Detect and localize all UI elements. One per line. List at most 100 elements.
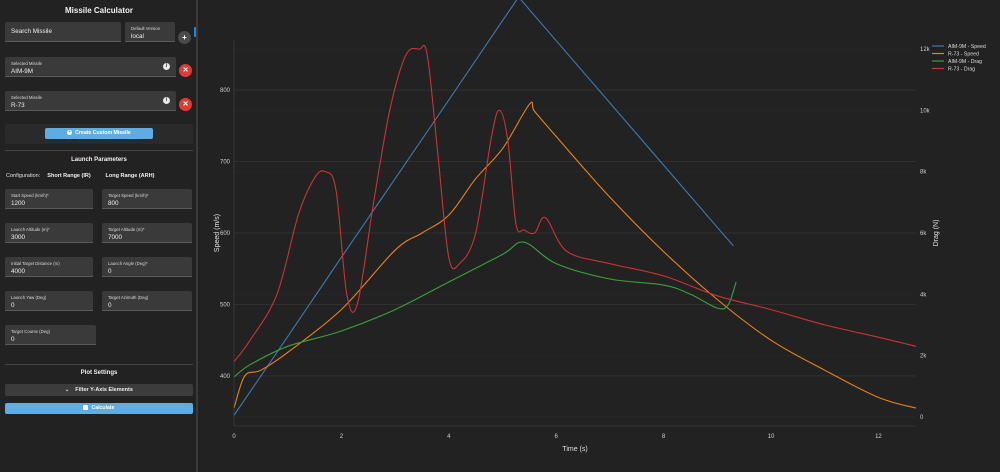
y2-tick-label: 12k	[920, 47, 931, 53]
series-line-r-73-drag	[233, 44, 917, 363]
y-axis-title: Speed (m/s)	[214, 214, 221, 252]
target-course-label: Target Course (Deg)	[11, 329, 50, 334]
axes: 400 500 600 700 800 0 2k 4k 6k 8k 10k 12k 0 2 4 6 8 10 12 T…	[214, 40, 940, 453]
initial-distance-label: Initial Target Distance (m)	[11, 261, 60, 266]
launch-angle-label: Launch Angle (Deg)*	[108, 261, 148, 266]
calculate-button[interactable]: Calculate	[5, 403, 193, 414]
create-custom-panel: + Create Custom Missile	[5, 124, 193, 144]
add-missile-button[interactable]: +	[178, 31, 191, 44]
launch-altitude-value: 3000	[11, 234, 26, 241]
divider	[5, 150, 193, 151]
y2-tick-label: 6k	[920, 231, 927, 237]
sidebar: Missile Calculator Search Missile Defaul…	[0, 0, 198, 472]
launch-yaw-value: 0	[11, 302, 15, 309]
speed-drag-chart[interactable]: 400 500 600 700 800 0 2k 4k 6k 8k 10k 12k 0 2 4 6 8 10 12 T…	[200, 0, 1000, 472]
remove-missile-1-button[interactable]: ✕	[179, 64, 192, 77]
target-altitude-label: Target Altitude (m)*	[108, 227, 145, 232]
launch-angle-field[interactable]: Launch Angle (Deg)* 0	[102, 257, 192, 277]
divider	[5, 364, 193, 365]
x-tick-label: 10	[768, 434, 775, 440]
x-tick-label: 4	[447, 434, 451, 440]
x-tick-label: 0	[232, 434, 236, 440]
series-line-aim-9m-speed	[233, 0, 734, 416]
remove-missile-2-button[interactable]: ✕	[179, 98, 192, 111]
default-version-value: local	[131, 33, 144, 40]
launch-altitude-label: Launch Altitude (m)*	[11, 227, 50, 232]
y-tick-label: 800	[220, 88, 231, 94]
config-short-range-button[interactable]: Short Range (IR)	[47, 173, 91, 179]
app-title: Missile Calculator	[64, 6, 134, 15]
y-tick-label: 600	[220, 231, 231, 237]
y2-tick-label: 2k	[920, 354, 927, 360]
selected-missile-2-value: R-73	[11, 102, 25, 109]
launch-angle-value: 0	[108, 268, 112, 275]
y2-tick-label: 10k	[920, 108, 931, 114]
target-azimuth-label: Target Azimuth (Deg)	[108, 295, 149, 300]
search-missile-label: Search Missile	[11, 28, 52, 35]
calculate-label: Calculate	[91, 405, 115, 411]
legend-label: AIM-9M - Drag	[948, 59, 982, 65]
initial-distance-field[interactable]: Initial Target Distance (m) 4000	[5, 257, 93, 277]
y2-tick-label: 4k	[920, 292, 927, 298]
target-altitude-field[interactable]: Target Altitude (m)* 7000	[102, 223, 192, 243]
target-altitude-value: 7000	[108, 234, 123, 241]
default-version-label: Default Version	[131, 26, 161, 31]
target-course-field[interactable]: Target Course (Deg) 0	[5, 325, 96, 345]
target-course-value: 0	[11, 336, 15, 343]
y-tick-label: 400	[220, 374, 231, 380]
legend-label: AIM-9M - Speed	[948, 44, 986, 50]
launch-yaw-label: Launch Yaw (Deg)	[11, 295, 47, 300]
filter-y-axis-label: Filter Y-Axis Elements	[75, 387, 133, 393]
plus-circle-icon: +	[67, 129, 73, 136]
series-lines	[233, 0, 917, 416]
start-speed-value: 1200	[11, 200, 26, 207]
launch-yaw-field[interactable]: Launch Yaw (Deg) 0	[5, 291, 93, 311]
x-tick-label: 6	[555, 434, 559, 440]
info-icon[interactable]: i	[163, 63, 170, 70]
x-axis-title: Time (s)	[562, 446, 587, 453]
target-azimuth-value: 0	[108, 302, 112, 309]
selected-missile-1-label: Selected Missile	[11, 61, 43, 66]
y2-tick-label: 8k	[920, 170, 927, 176]
y-tick-label: 500	[220, 302, 231, 308]
filter-y-axis-button[interactable]: ⌄ Filter Y-Axis Elements	[5, 384, 193, 396]
configuration-label: Configuration:	[6, 173, 41, 179]
calculator-icon	[83, 405, 89, 411]
info-icon[interactable]: i	[163, 97, 170, 104]
series-line-r-73-speed	[233, 101, 917, 409]
legend-label: R-73 - Speed	[948, 52, 979, 58]
series-line-aim-9m-drag	[233, 241, 737, 378]
target-speed-label: Target Speed (km/h)*	[108, 193, 149, 198]
selected-missile-1[interactable]: Selected Missile AIM-9M i	[5, 57, 176, 77]
initial-distance-value: 4000	[11, 268, 26, 275]
launch-parameters-title: Launch Parameters	[71, 157, 127, 163]
target-speed-field[interactable]: Target Speed (km/h)* 800	[102, 189, 192, 209]
launch-altitude-field[interactable]: Launch Altitude (m)* 3000	[5, 223, 93, 243]
target-azimuth-field[interactable]: Target Azimuth (Deg) 0	[102, 291, 192, 311]
target-speed-value: 800	[108, 200, 119, 207]
create-custom-missile-button[interactable]: + Create Custom Missile	[45, 128, 153, 139]
collapse-sidebar-button[interactable]: ‹	[194, 27, 196, 37]
x-tick-label: 2	[340, 434, 344, 440]
selected-missile-1-value: AIM-9M	[11, 68, 34, 75]
x-tick-label: 12	[875, 434, 882, 440]
grid-lines	[234, 48, 916, 418]
selected-missile-2[interactable]: Selected Missile R-73 i	[5, 91, 176, 111]
legend-label: R-73 - Drag	[948, 67, 975, 73]
search-missile-input[interactable]: Search Missile	[5, 22, 121, 42]
selected-missile-2-label: Selected Missile	[11, 95, 43, 100]
y2-tick-label: 0	[920, 415, 924, 421]
start-speed-field[interactable]: Start Speed (km/h)* 1200	[5, 189, 93, 209]
y-tick-label: 700	[220, 160, 231, 166]
chevron-down-icon: ⌄	[65, 387, 70, 393]
config-long-range-button[interactable]: Long Range (ARH)	[105, 173, 155, 179]
create-custom-missile-label: Create Custom Missile	[75, 130, 131, 136]
start-speed-label: Start Speed (km/h)*	[11, 193, 49, 198]
x-tick-label: 8	[662, 434, 666, 440]
default-version-select[interactable]: Default Version local	[125, 22, 175, 42]
chart-panel[interactable]: 400 500 600 700 800 0 2k 4k 6k 8k 10k 12k 0 2 4 6 8 10 12 T…	[200, 0, 1000, 472]
plot-settings-title: Plot Settings	[80, 370, 118, 376]
y2-axis-title: Drag (N)	[933, 220, 940, 247]
